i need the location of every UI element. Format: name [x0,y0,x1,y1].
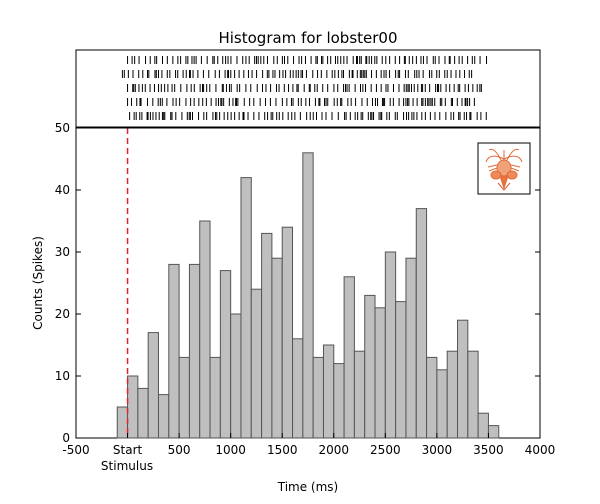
x-tick-label: 1500 [267,443,298,457]
y-tick-label: 20 [55,307,70,321]
y-axis-label: Counts (Spikes) [31,236,45,330]
histogram-bar [374,307,386,439]
x-tick-label: 4000 [525,443,556,457]
histogram-bar [415,208,428,439]
histogram-bar [116,406,129,439]
histogram-bar [157,394,170,439]
histogram-bar [353,350,366,439]
histogram-bar [199,220,211,439]
chart-title: Histogram for lobster00 [218,29,397,47]
x-tick-sub-label: Stimulus [101,459,153,473]
histogram-bar [467,350,479,439]
histogram-bar [219,270,232,439]
x-tick-label: 3500 [473,443,504,457]
histogram-bar [343,276,355,439]
histogram-bar [137,387,149,439]
histogram-bar [230,313,242,439]
histogram-bar [487,425,500,439]
histogram-bar [477,412,489,439]
histogram-bar [281,226,294,439]
histogram-bar [395,301,407,439]
histogram-bar [364,294,376,439]
histogram-bar [457,319,469,439]
histogram-bar [240,177,252,439]
x-tick-label: Start [113,443,143,457]
lobster-inset [477,142,531,195]
x-tick-label: 3000 [422,443,453,457]
x-tick-label: 1000 [215,443,246,457]
histogram-bar [426,356,438,439]
histogram-bar [384,251,397,439]
histogram-bar [168,263,180,439]
histogram-bar [147,332,159,439]
histogram-bars [116,152,500,439]
histogram-bar [302,152,314,439]
histogram-bar [209,356,221,439]
histogram-bar [322,344,335,439]
histogram-bar [333,363,345,439]
y-tick-label: 50 [55,121,70,135]
y-tick-label: 30 [55,245,70,259]
histogram-bar [250,288,263,439]
histogram-bar [446,350,459,439]
histogram-bar [178,356,190,439]
y-tick-label: 10 [55,369,70,383]
histogram-bar [312,356,324,439]
y-tick-label: 40 [55,183,70,197]
axis-ticks: -500 Start 500 1000 1500 2000 2500 3000 3500 4000… [55,121,556,457]
x-tick-label: 2500 [370,443,401,457]
histogram-bar [261,232,273,439]
x-tick-label: 500 [168,443,191,457]
histogram-bar [436,369,448,439]
y-tick-label: 0 [62,431,70,445]
histogram-bar [188,263,201,439]
histogram-bar [292,338,304,439]
x-tick-label: 2000 [319,443,350,457]
x-axis-label: Time (ms) [277,480,339,494]
histogram-bar [127,375,139,439]
histogram-bar [405,257,417,439]
x-tick-label: -500 [62,443,89,457]
lobster-icon [485,148,523,191]
raster-plot [121,56,488,120]
histogram-bar [271,257,283,439]
